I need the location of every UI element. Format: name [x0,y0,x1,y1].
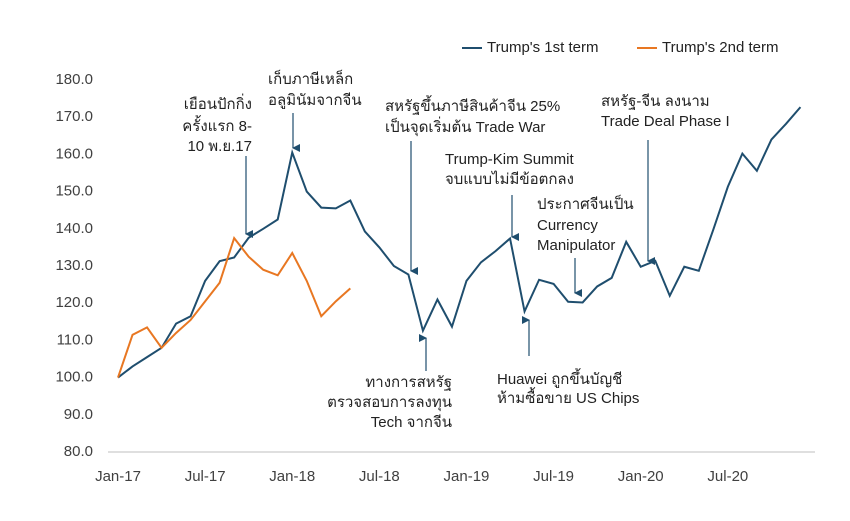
x-tick-label: Jul-17 [185,468,226,485]
annotation: เยือนปักกิ่ง [184,93,252,113]
y-tick-label: 150.0 [55,183,93,200]
y-tick-label: 160.0 [55,145,93,162]
annotation: Manipulator [537,237,615,254]
y-tick-label: 140.0 [55,220,93,237]
annotation: ทางการสหรัฐ [365,374,452,391]
legend-label: Trump's 2nd term [662,39,779,56]
annotation: เป็นจุดเริ่มต้น Trade War [385,116,545,137]
x-tick-label: Jan-20 [618,468,664,485]
legend-label: Trump's 1st term [487,39,599,56]
x-tick-label: Jul-18 [359,468,400,485]
y-tick-label: 110.0 [57,331,93,348]
y-tick-label: 90.0 [64,406,93,423]
x-tick-label: Jul-20 [707,468,748,485]
series-line [117,106,802,379]
y-tick-label: 180.0 [55,71,93,88]
annotation: ครั้งแรก 8- [182,115,252,135]
annotation: ห้ามซื้อขาย US Chips [497,387,639,407]
annotation: ตรวจสอบการลงทุน [327,394,452,412]
x-tick-label: Jan-19 [444,468,490,485]
annotation: Currency [537,217,598,234]
annotation: Trump-Kim Summit [445,151,574,168]
x-tick-label: Jul-19 [533,468,574,485]
y-tick-label: 120.0 [55,294,93,311]
y-tick-label: 80.0 [64,443,93,460]
series-line [117,236,351,378]
annotation: Trade Deal Phase I [601,113,730,130]
annotation: อลูมินัมจากจีน [268,92,362,109]
y-tick-label: 100.0 [55,369,93,386]
x-tick-label: Jan-17 [95,468,141,485]
annotation: 10 พ.ย.17 [187,138,252,155]
y-tick-label: 130.0 [55,257,93,274]
annotation: Huawei ถูกขึ้นบัญชี [497,368,622,388]
x-tick-label: Jan-18 [269,468,315,485]
y-tick-label: 170.0 [55,108,93,125]
annotation: เก็บภาษีเหล็ก [268,69,353,88]
annotation: สหรัฐ-จีน ลงนาม [601,93,710,110]
annotation: จบแบบไม่มีข้อตกลง [445,170,574,188]
annotation: ประกาศจีนเป็น [537,194,634,213]
annotation: Tech จากจีน [371,414,452,431]
annotation: สหรัฐขึ้นภาษีสินค้าจีน 25% [385,95,560,115]
